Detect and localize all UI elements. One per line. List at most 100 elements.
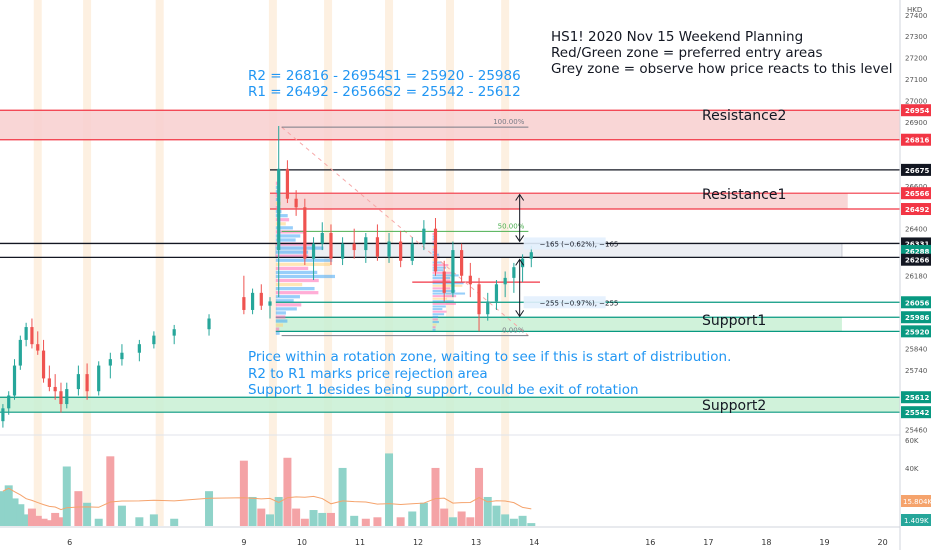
candle[interactable]	[364, 232, 368, 263]
volume-bar	[501, 514, 510, 526]
candle[interactable]	[451, 241, 455, 298]
candle[interactable]	[494, 280, 499, 310]
commentary-line-1: Price within a rotation zone, waiting to…	[248, 349, 732, 365]
volume-bar	[466, 517, 475, 526]
profile-bar	[275, 266, 309, 270]
volume-bar	[283, 457, 292, 526]
candle[interactable]	[285, 160, 290, 204]
commentary-line-3: Support 1 besides being support, could b…	[248, 382, 639, 398]
candle[interactable]	[442, 260, 446, 302]
candle[interactable]	[36, 331, 40, 355]
profile-bar	[432, 323, 437, 326]
price-tag-box	[901, 296, 931, 309]
candle[interactable]	[76, 365, 80, 396]
candle[interactable]	[375, 224, 380, 261]
volume-bar	[257, 508, 266, 526]
volume-bar	[117, 505, 126, 526]
session-highlight-7	[501, 0, 510, 526]
profile-bar	[432, 261, 442, 264]
candle[interactable]	[24, 322, 28, 347]
candle[interactable]	[486, 292, 490, 321]
candle[interactable]	[311, 237, 316, 281]
profile-bar	[275, 230, 305, 234]
price-tag-box	[901, 406, 931, 419]
candle[interactable]	[320, 222, 324, 251]
r2-level-text: R2 = 26816 - 26954	[248, 68, 386, 84]
candle[interactable]	[512, 262, 516, 293]
profile-bar	[432, 276, 451, 280]
volume-bar	[51, 512, 60, 526]
candle[interactable]	[41, 339, 46, 383]
candle[interactable]	[340, 237, 345, 266]
candle[interactable]	[137, 339, 141, 362]
profile-bar	[432, 305, 446, 308]
price-tag-26056: 26056	[905, 299, 929, 307]
s1-level-text: S1 = 25920 - 25986	[384, 68, 521, 84]
candle[interactable]	[352, 228, 356, 259]
profile-bar	[275, 278, 319, 283]
profile-bar	[275, 222, 286, 226]
candle[interactable]	[433, 218, 438, 276]
candle[interactable]	[53, 374, 57, 400]
candle[interactable]	[85, 363, 89, 400]
profile-bar	[432, 284, 463, 287]
candle[interactable]	[250, 288, 255, 315]
price-tick-25460: 25460	[905, 427, 927, 435]
candle-body	[512, 267, 516, 278]
session-highlight-2	[155, 0, 164, 526]
candle[interactable]	[47, 365, 51, 392]
candle[interactable]	[1, 404, 5, 428]
candle[interactable]	[97, 361, 101, 396]
candle[interactable]	[172, 324, 176, 345]
price-tag-box	[901, 104, 931, 117]
candle[interactable]	[242, 275, 246, 315]
candle[interactable]	[303, 198, 307, 266]
candle-body	[108, 359, 112, 366]
candle[interactable]	[477, 277, 481, 332]
measure-layer: −165 (−0.62%), −165 −255 (−0.97%), −255	[515, 193, 618, 318]
candle-body	[486, 301, 490, 315]
volume-bar	[170, 518, 179, 526]
zone-layer	[0, 109, 900, 413]
candle[interactable]	[12, 359, 17, 400]
resistance1-label: Resistance1	[702, 187, 787, 203]
candle[interactable]	[410, 237, 414, 266]
candle-body	[76, 374, 80, 390]
price-axis[interactable]: 27400 27300 27200 27100 27000 26900 26600 26400…	[899, 0, 932, 550]
price-tag-26566: 26566	[905, 190, 929, 198]
candle[interactable]	[460, 243, 464, 283]
candle[interactable]	[503, 271, 507, 298]
candle[interactable]	[108, 352, 112, 379]
volume-bar	[4, 485, 13, 526]
candle[interactable]	[422, 220, 426, 251]
candle[interactable]	[387, 232, 391, 263]
candle[interactable]	[120, 344, 124, 366]
candle[interactable]	[7, 391, 11, 415]
candle[interactable]	[18, 335, 22, 370]
candle[interactable]	[294, 190, 298, 216]
candle[interactable]	[30, 318, 34, 349]
candle[interactable]	[329, 224, 333, 266]
price-tag-26816: 26816	[905, 137, 929, 145]
candle[interactable]	[468, 262, 472, 298]
candle[interactable]	[277, 126, 281, 298]
candle-body	[47, 378, 51, 387]
candle[interactable]	[65, 382, 69, 409]
zone-fill-0	[0, 110, 900, 140]
candle[interactable]	[399, 230, 403, 268]
candle[interactable]	[259, 284, 263, 310]
profile-bar	[275, 214, 288, 218]
volume-bar	[518, 515, 527, 526]
volume-moving-average	[2, 487, 532, 511]
volume-last-tag: 1.409K	[904, 517, 929, 525]
candles-layer[interactable]	[1, 126, 533, 428]
candle-body	[468, 275, 472, 285]
volume-bar	[419, 502, 428, 526]
candle[interactable]	[59, 382, 63, 413]
time-axis[interactable]: 6 9 10 11 12 13 14 16 17 18 19 20	[0, 526, 900, 547]
price-tag-box	[901, 311, 931, 324]
candle[interactable]	[268, 297, 272, 319]
candle[interactable]	[152, 331, 156, 349]
candle[interactable]	[207, 314, 211, 336]
